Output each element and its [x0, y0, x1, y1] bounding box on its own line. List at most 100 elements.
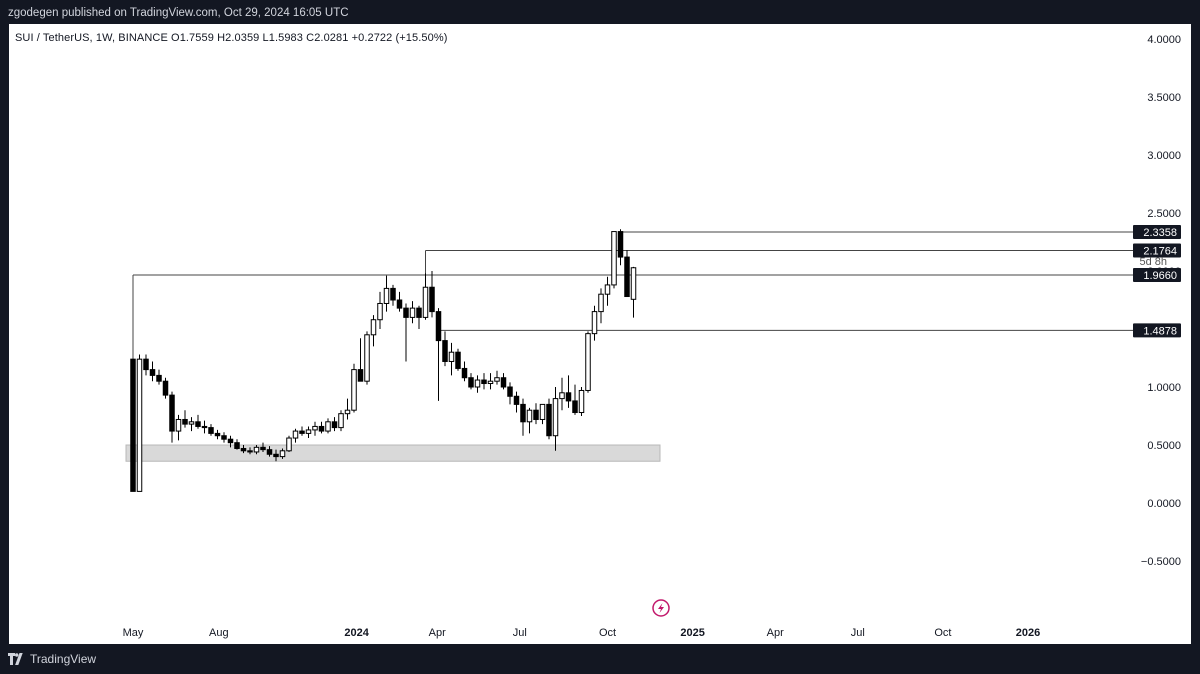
price-level-tag	[1133, 267, 1181, 282]
lightning-icon[interactable]	[652, 599, 670, 617]
candle-down[interactable]	[299, 430, 305, 434]
candle-up[interactable]	[325, 421, 331, 432]
candle-down[interactable]	[130, 358, 136, 492]
candle-down[interactable]	[546, 403, 552, 437]
candle-up[interactable]	[552, 398, 559, 437]
candle-up[interactable]	[344, 409, 351, 415]
price-level-tag	[1133, 243, 1181, 258]
candle-up[interactable]	[136, 358, 143, 492]
candle-down[interactable]	[169, 394, 175, 432]
candle-down[interactable]	[149, 369, 156, 376]
price-level-tag	[1133, 323, 1181, 338]
symbol-legend: SUI / TetherUS, 1W, BINANCE O1.7559 H2.0…	[15, 32, 448, 44]
x-tick-label: 2025	[680, 627, 704, 639]
candle-down[interactable]	[572, 400, 578, 414]
tradingview-brand[interactable]: TradingView	[8, 650, 96, 668]
candle-down[interactable]	[461, 367, 468, 379]
tradingview-logo-icon	[8, 653, 23, 665]
candle-up[interactable]	[422, 286, 429, 318]
candle-up[interactable]	[364, 334, 370, 382]
x-tick-label: Jul	[513, 627, 527, 639]
candle-down[interactable]	[455, 351, 461, 369]
candle-down[interactable]	[182, 418, 188, 425]
x-tick-label: 2024	[344, 627, 369, 639]
candle-up[interactable]	[292, 430, 299, 439]
candle-down[interactable]	[357, 369, 364, 382]
candle-up[interactable]	[494, 377, 500, 382]
candle-up[interactable]	[526, 409, 533, 423]
candle-down[interactable]	[468, 377, 474, 388]
candle-down[interactable]	[234, 442, 240, 449]
candle-up[interactable]	[591, 311, 598, 335]
candle-down[interactable]	[156, 374, 162, 382]
candle-down[interactable]	[247, 450, 253, 453]
candle-up[interactable]	[539, 403, 546, 420]
candle-down[interactable]	[318, 425, 325, 432]
candle-up[interactable]	[370, 319, 377, 336]
candle-down[interactable]	[403, 307, 409, 318]
candle-down[interactable]	[273, 453, 279, 458]
candle-down[interactable]	[201, 425, 208, 429]
price-level-tag-label: 2.3358	[1143, 227, 1177, 239]
candle-up[interactable]	[253, 446, 260, 453]
candle-up[interactable]	[377, 302, 383, 321]
publish-info-bar: zgodegen published on TradingView.com, O…	[0, 0, 1200, 24]
candle-up[interactable]	[578, 389, 585, 414]
candle-up[interactable]	[487, 380, 494, 385]
candle-down[interactable]	[162, 380, 169, 396]
candle-up[interactable]	[474, 379, 481, 388]
price-level-tag-label: 1.4878	[1143, 325, 1177, 337]
candle-down[interactable]	[240, 447, 247, 452]
chart-panel[interactable]: 4.00003.50003.00002.50002.00001.50001.00…	[9, 24, 1191, 644]
candle-up[interactable]	[312, 425, 318, 431]
candle-down[interactable]	[221, 435, 227, 440]
candle-down[interactable]	[266, 449, 273, 455]
candle-down[interactable]	[435, 311, 442, 342]
candle-down[interactable]	[481, 379, 487, 385]
candle-up[interactable]	[175, 418, 182, 432]
candle-down[interactable]	[195, 421, 201, 427]
y-tick-label: 4.0000	[1147, 34, 1181, 46]
candle-up[interactable]	[611, 231, 617, 286]
candle-up[interactable]	[448, 351, 455, 362]
candle-down[interactable]	[227, 438, 234, 444]
candle-down[interactable]	[507, 386, 513, 397]
x-tick-label: Oct	[934, 627, 951, 639]
candle-up[interactable]	[383, 287, 390, 304]
candle-down[interactable]	[565, 392, 572, 402]
candle-down[interactable]	[429, 286, 435, 313]
candle-down[interactable]	[513, 395, 520, 405]
publish-info-text: zgodegen published on TradingView.com, O…	[8, 7, 349, 19]
candle-down[interactable]	[533, 409, 539, 420]
candle-down[interactable]	[520, 403, 526, 423]
candle-down[interactable]	[500, 377, 507, 388]
x-tick-label: Apr	[767, 627, 784, 639]
candle-up[interactable]	[585, 333, 591, 391]
candle-up[interactable]	[630, 267, 637, 300]
candle-up[interactable]	[338, 413, 344, 429]
candle-up[interactable]	[188, 421, 195, 425]
candle-down[interactable]	[416, 307, 422, 318]
y-tick-label: −0.5000	[1141, 556, 1181, 568]
candle-down[interactable]	[208, 427, 214, 434]
candle-up[interactable]	[351, 369, 357, 411]
candle-up[interactable]	[279, 450, 286, 458]
candle-down[interactable]	[143, 358, 149, 371]
candle-down[interactable]	[390, 287, 396, 301]
price-level-tag-label: 1.9660	[1143, 270, 1177, 282]
candle-up[interactable]	[604, 284, 611, 295]
candle-down[interactable]	[617, 231, 624, 258]
candle-down[interactable]	[260, 446, 266, 451]
candle-down[interactable]	[442, 340, 448, 362]
candle-up[interactable]	[305, 429, 312, 434]
price-chart[interactable]: 4.00003.50003.00002.50002.00001.50001.00…	[9, 24, 1191, 644]
candle-down[interactable]	[331, 421, 338, 429]
candle-up[interactable]	[409, 307, 416, 318]
candle-up[interactable]	[286, 437, 292, 452]
candle-down[interactable]	[396, 299, 403, 309]
candle-down[interactable]	[624, 256, 630, 298]
y-tick-label: 3.0000	[1147, 150, 1181, 162]
candle-down[interactable]	[214, 432, 221, 437]
candle-up[interactable]	[559, 392, 565, 400]
candle-up[interactable]	[598, 293, 604, 313]
